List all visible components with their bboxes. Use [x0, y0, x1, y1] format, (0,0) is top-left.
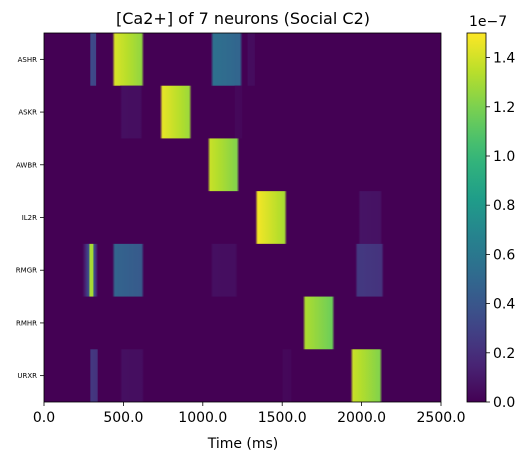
activity-cell [355, 244, 384, 297]
x-tick-label: 2500.0 [417, 410, 466, 426]
colorbar-tick-label: 1.0 [493, 149, 515, 165]
y-tick-label: RMGR [16, 267, 37, 275]
activity-cell [90, 33, 96, 86]
activity-cell [255, 191, 287, 244]
activity-cell [358, 191, 382, 244]
activity-cell [303, 297, 335, 350]
activity-cell [112, 244, 144, 297]
colorbar-tick-label: 0.4 [493, 297, 515, 313]
activity-cell [235, 86, 243, 139]
colorbar-tick-label: 0.8 [493, 198, 515, 214]
colorbar-tick-label: 0.6 [493, 247, 515, 263]
activity-cell [112, 33, 144, 86]
x-tick-label: 1000.0 [178, 410, 227, 426]
y-tick-label: URXR [17, 372, 37, 380]
activity-cell [120, 86, 142, 139]
x-axis: 0.0 500.0 1000.0 1500.0 2000.0 2500.0 [33, 402, 466, 426]
chart-title: [Ca2+] of 7 neurons (Social C2) [116, 9, 370, 28]
activity-cell [282, 349, 292, 402]
colorbar-offset-label: 1e−7 [469, 14, 507, 30]
activity-cell [160, 86, 192, 139]
activity-cell [247, 33, 255, 86]
colorbar-tick-label: 1.4 [493, 51, 515, 67]
activity-cell [90, 349, 98, 402]
activity-cell [208, 138, 240, 191]
y-tick-label: IL2R [22, 214, 37, 222]
activity-cell [350, 349, 382, 402]
plot-area [44, 33, 441, 402]
colorbar-gradient [467, 33, 486, 402]
y-tick-label: AWBR [16, 161, 37, 169]
activity-cell [120, 349, 144, 402]
colorbar-tick-label: 0.0 [493, 395, 515, 411]
y-tick-label: ASKR [18, 109, 37, 117]
x-axis-label: Time (ms) [207, 436, 279, 452]
y-axis: ASHR ASKR AWBR IL2R RMGR RMHR URXR [16, 56, 44, 380]
x-tick-label: 0.0 [33, 410, 55, 426]
x-tick-label: 1500.0 [258, 410, 307, 426]
colorbar-tick-label: 1.2 [493, 100, 515, 116]
activity-cell [82, 244, 98, 297]
activity-cell [211, 33, 243, 86]
colorbar: 0.0 0.2 0.4 0.6 0.8 1.0 1.2 1.4 1e−7 [467, 14, 515, 411]
activity-cell [211, 244, 238, 297]
x-tick-label: 500.0 [103, 410, 143, 426]
colorbar-tick-label: 0.2 [493, 346, 515, 362]
y-tick-label: ASHR [18, 56, 37, 64]
x-tick-label: 2000.0 [337, 410, 386, 426]
y-tick-label: RMHR [16, 319, 37, 327]
